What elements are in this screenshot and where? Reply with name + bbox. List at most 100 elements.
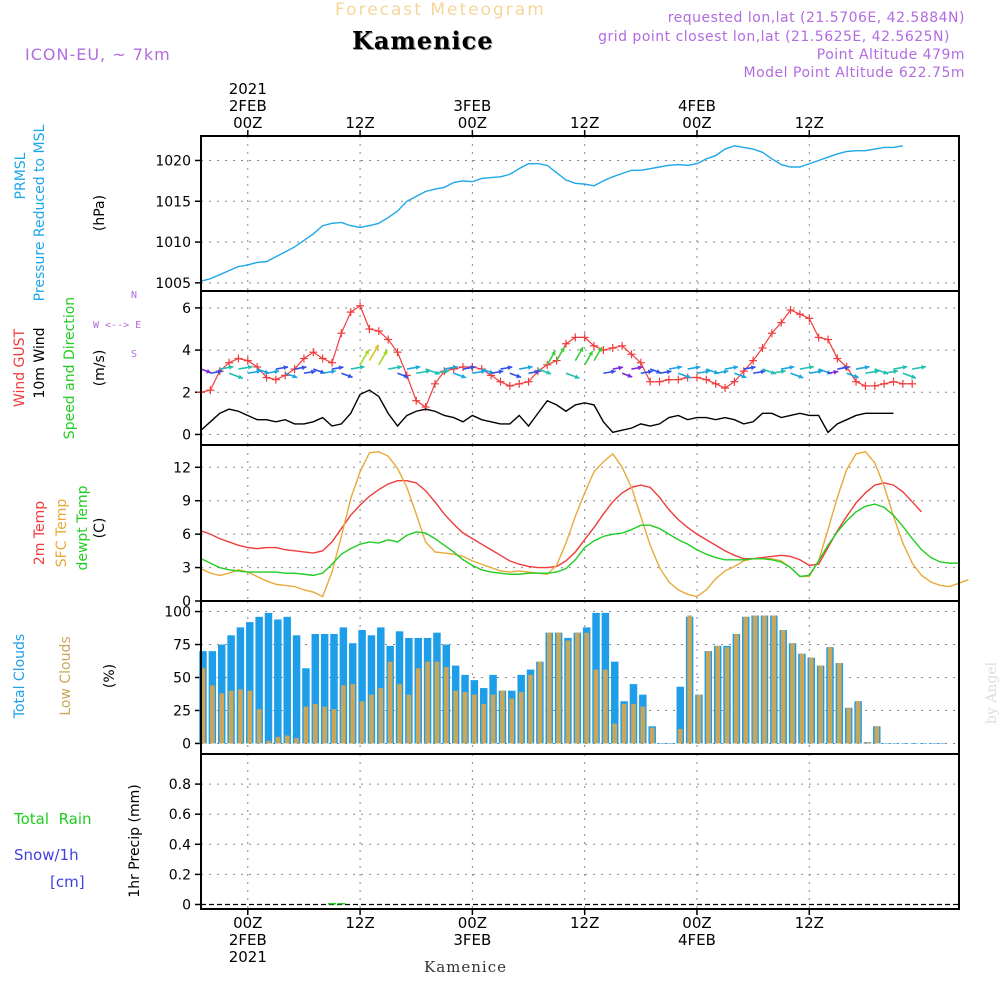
total-cloud-bar <box>657 743 666 744</box>
temp2m-label: 2m Temp <box>32 500 48 566</box>
bottom-time-label: 00Z <box>458 914 487 932</box>
total-cloud-bar <box>320 633 329 744</box>
low-cloud-bar <box>322 706 327 744</box>
total-cloud-bar <box>676 686 685 744</box>
temp2m-line <box>200 479 923 569</box>
wind-arrow-head <box>374 344 379 350</box>
wind-arrow-head <box>647 369 653 375</box>
wind-arrow-head <box>535 369 540 375</box>
wind-arrow-head <box>760 369 766 375</box>
y-tick-label: 0 <box>182 897 191 913</box>
wind-arrow-head <box>301 365 307 371</box>
rain-bar <box>337 902 346 905</box>
wind-arrow-head <box>695 365 701 370</box>
gridpoint-coords: grid point closest lon,lat (21.5625E, 42… <box>598 29 950 45</box>
y-tick-label: 9 <box>182 494 191 510</box>
wind-arrow-head <box>733 365 739 370</box>
wind-arrow-head <box>481 369 486 375</box>
low-cloud-bar <box>855 701 861 744</box>
bottom-time-label: 2FEB <box>229 931 267 949</box>
low-cloud-bar <box>378 688 384 744</box>
low-clouds-label: Low Clouds <box>58 636 74 716</box>
bottom-time-label: 3FEB <box>453 931 491 949</box>
gust-line <box>200 304 913 408</box>
low-cloud-bar <box>434 661 440 744</box>
wind-arrow-head <box>808 365 814 370</box>
low-cloud-bar <box>472 694 477 744</box>
bottom-time-label: 4FEB <box>678 931 716 949</box>
low-cloud-bar <box>200 668 206 744</box>
low-cloud-bar <box>490 694 496 744</box>
low-cloud-bar <box>734 633 739 744</box>
wind-arrow-head <box>750 365 756 371</box>
wind-arrow-head <box>461 374 467 379</box>
compass-s: S <box>131 349 138 360</box>
top-time-label: 12Z <box>345 114 374 132</box>
low-cloud-bar <box>565 640 571 744</box>
wind-arrow-head <box>359 365 365 370</box>
wind-arrow-head <box>610 369 616 375</box>
wind-arrow-head <box>780 369 786 374</box>
panel-frame <box>200 753 960 910</box>
top-time-label: 2FEB <box>229 97 267 115</box>
low-cloud-bar <box>303 706 309 744</box>
wind-arrow-head <box>283 365 289 371</box>
pressure-label: Pressure Reduced to MSL <box>32 124 48 302</box>
low-cloud-bar <box>612 723 618 744</box>
low-cloud-bar <box>640 706 646 744</box>
low-cloud-bar <box>266 740 271 744</box>
bottom-time-label: 12Z <box>795 914 824 932</box>
sfc-temp-label: SFC Temp <box>54 498 70 568</box>
bottom-time-label: 2021 <box>229 948 267 966</box>
watermark: by Angel <box>984 661 1000 725</box>
top-time-label: 00Z <box>682 114 711 132</box>
y-tick-label: 0 <box>182 594 191 610</box>
footer-location: Kamenice <box>424 958 507 976</box>
low-cloud-bar <box>462 692 468 744</box>
wind-arrow-head <box>311 369 316 375</box>
top-time-label: 3FEB <box>453 97 491 115</box>
y-tick-label: 0.4 <box>169 837 191 853</box>
total-cloud-bar <box>292 635 301 744</box>
wind-arrow-head <box>527 365 533 370</box>
low-cloud-bar <box>275 736 281 744</box>
wind-gust-label: Wind GUST <box>12 328 28 408</box>
low-cloud-bar <box>790 643 795 744</box>
rain-bar <box>328 902 337 905</box>
total-cloud-bar <box>367 635 376 744</box>
wind10m-label: 10m Wind <box>32 327 48 399</box>
percent-unit: (%) <box>102 663 118 689</box>
low-cloud-bar <box>865 742 870 744</box>
wind-arrow-head <box>546 370 552 375</box>
prmsl-label: PRMSL <box>13 152 29 200</box>
wind-arrow-head <box>364 349 369 355</box>
low-cloud-bar <box>799 653 805 744</box>
wind-arrow-head <box>238 374 243 380</box>
y-tick-label: 4 <box>182 343 191 359</box>
total-cloud-bar <box>405 637 413 744</box>
total-cloud-bar <box>302 668 310 744</box>
subtitle: Forecast Meteogram <box>335 0 546 20</box>
low-cloud-bar <box>415 668 421 744</box>
wind-arrow-head <box>415 365 421 370</box>
low-cloud-bar <box>677 728 683 744</box>
wind-arrow-head <box>588 350 593 356</box>
low-cloud-bar <box>593 669 599 744</box>
total-cloud-bar <box>255 616 263 744</box>
total-clouds-label: Total Clouds <box>12 633 28 719</box>
requested-coords: requested lon,lat (21.5706E, 42.5884N) <box>667 10 965 26</box>
low-cloud-bar <box>359 701 365 744</box>
low-cloud-bar <box>846 707 852 744</box>
wind-arrow-head <box>383 349 388 355</box>
total-cloud-bar <box>910 743 918 744</box>
wind-arrow-head <box>637 365 643 371</box>
model-name: ICON-EU, ~ 7km <box>25 45 171 64</box>
low-cloud-bar <box>808 657 814 744</box>
low-cloud-bar <box>687 615 692 744</box>
total-rain-label: Total Rain <box>14 810 92 828</box>
total-cloud-bar <box>891 743 900 744</box>
wind-arrow-head <box>228 365 234 370</box>
low-cloud-bar <box>387 661 393 744</box>
low-cloud-bar <box>369 694 374 744</box>
